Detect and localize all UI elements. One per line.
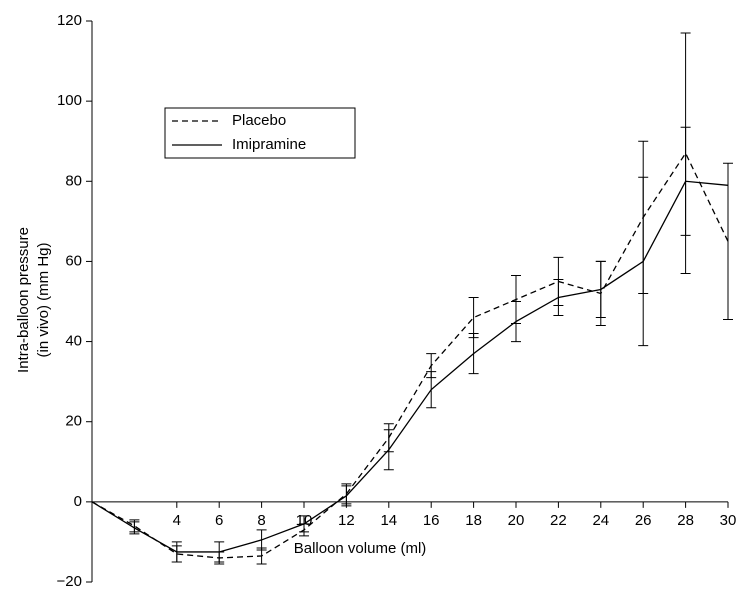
error-bar — [595, 260, 606, 319]
error-bar — [341, 485, 352, 507]
error-bar — [723, 162, 733, 321]
y-axis-label: Intra-balloon pressure — [15, 227, 32, 373]
y-tick-label: 100 — [57, 92, 82, 109]
error-bar — [468, 333, 479, 375]
legend-box — [164, 107, 356, 159]
error-bar — [171, 541, 182, 563]
y-tick-label: 40 — [65, 333, 82, 350]
y-tick-label: 80 — [65, 172, 82, 189]
series-line — [91, 151, 729, 559]
error-bar — [511, 301, 521, 343]
legend-label: Imipramine — [232, 136, 306, 153]
error-bar — [129, 521, 140, 535]
y-axis-label: (in vivo) (mm Hg) — [35, 242, 52, 357]
error-bar — [468, 296, 479, 339]
error-bar — [299, 515, 309, 533]
series-line — [91, 180, 729, 553]
error-bar — [638, 176, 649, 347]
error-bar — [214, 541, 225, 563]
x-tick-label: 22 — [550, 512, 567, 529]
error-bar — [680, 126, 691, 236]
x-tick-label: 12 — [338, 512, 355, 529]
error-bar — [553, 278, 564, 317]
x-tick-label: 4 — [173, 512, 181, 529]
x-tick-label: 18 — [465, 512, 482, 529]
x-tick-label: 30 — [720, 512, 737, 529]
x-tick-label: 26 — [635, 512, 652, 529]
x-tick-label: 24 — [592, 512, 609, 529]
error-bar — [383, 429, 394, 471]
error-bar — [426, 371, 437, 409]
y-tick-label: 60 — [65, 252, 82, 269]
y-tick-label: 0 — [74, 493, 82, 510]
y-tick-label: 20 — [65, 413, 82, 430]
y-tick-label: −20 — [57, 573, 82, 586]
legend-label: Placebo — [232, 112, 286, 129]
x-tick-label: 14 — [380, 512, 397, 529]
x-axis-label: Balloon volume (ml) — [294, 540, 427, 557]
x-tick-label: 8 — [257, 512, 265, 529]
x-tick-label: 20 — [508, 512, 525, 529]
x-tick-label: 28 — [677, 512, 694, 529]
error-bar — [256, 529, 267, 551]
y-tick-label: 120 — [57, 12, 82, 29]
x-tick-label: 6 — [215, 512, 223, 529]
x-tick-label: 16 — [423, 512, 440, 529]
